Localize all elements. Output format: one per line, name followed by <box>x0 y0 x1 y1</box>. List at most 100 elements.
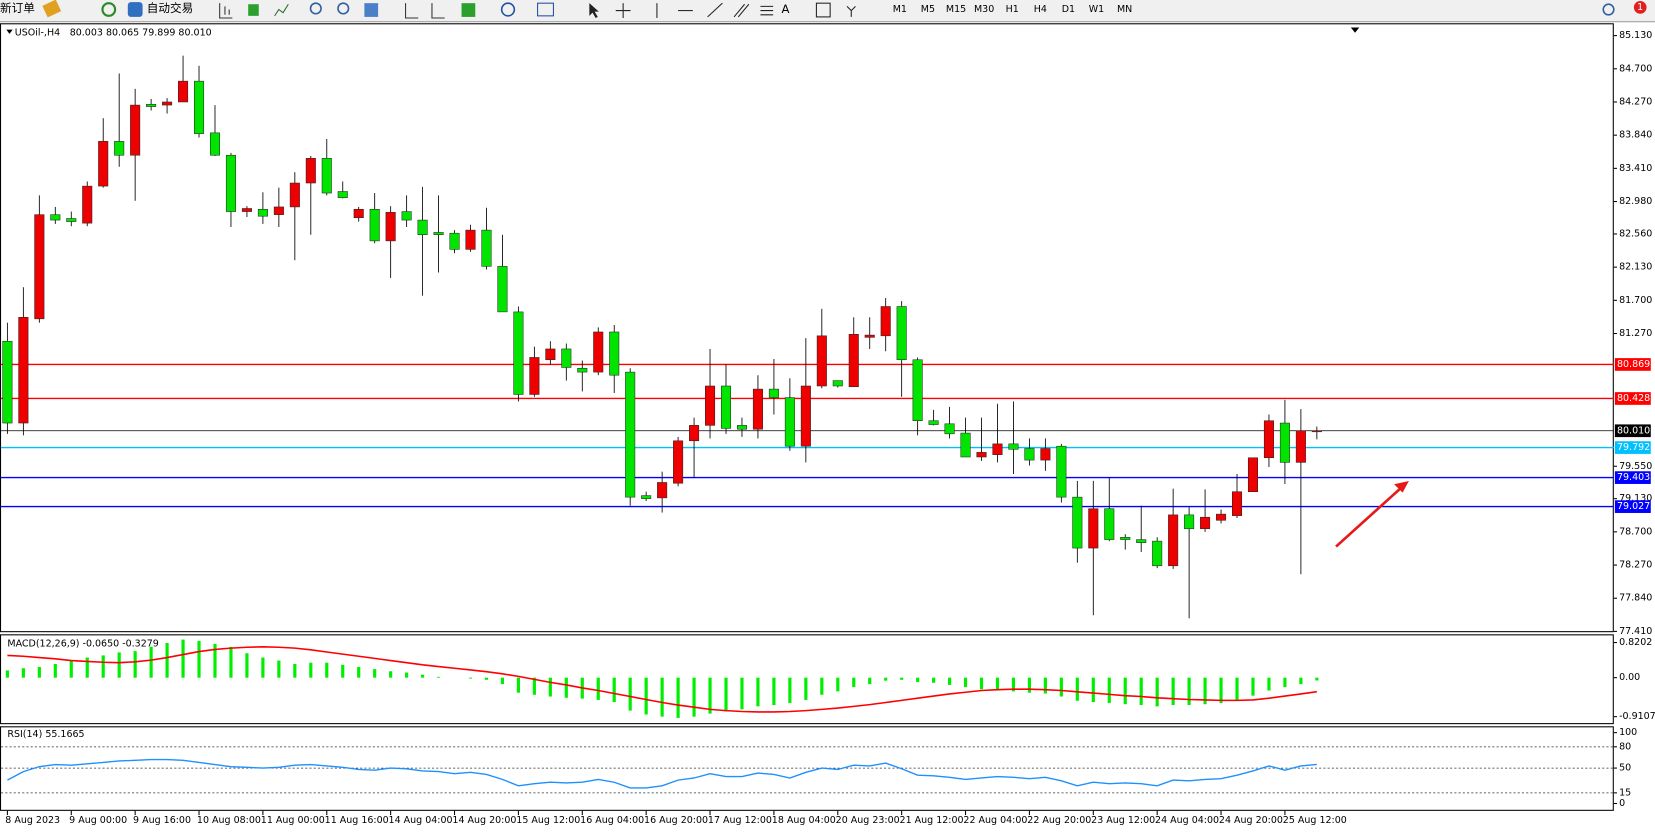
candle-body <box>1056 445 1067 498</box>
candle-body <box>385 212 396 242</box>
candle-body <box>593 331 604 373</box>
timeframe-button[interactable]: M30 <box>974 4 994 15</box>
timeframe-button[interactable]: M1 <box>893 4 907 15</box>
autoscroll-icon[interactable] <box>405 3 419 19</box>
macd-histogram-bar <box>628 677 632 711</box>
shift-icon[interactable] <box>431 3 445 19</box>
fibo-icon[interactable] <box>760 5 774 16</box>
candle-body <box>433 232 444 235</box>
candle-body <box>98 141 109 187</box>
macd-histogram-bar <box>5 670 9 678</box>
macd-histogram-bar <box>133 651 137 678</box>
notification-badge[interactable] <box>1633 1 1647 14</box>
zoom-in-icon[interactable] <box>309 2 322 15</box>
candle-body <box>1247 457 1259 492</box>
macd-histogram-bar <box>1139 677 1143 706</box>
macd-histogram-bar <box>884 677 888 681</box>
x-tick-label: 22 Aug 20:00 <box>1027 815 1091 826</box>
text-tool[interactable]: A <box>782 2 790 16</box>
timeframe-button[interactable]: MN <box>1117 4 1132 15</box>
macd-histogram-bar <box>53 663 57 678</box>
trendline-icon[interactable] <box>707 2 723 18</box>
label-tool[interactable] <box>815 2 831 18</box>
candle-body <box>1040 448 1051 461</box>
x-tick-label: 16 Aug 04:00 <box>580 815 644 826</box>
toolbar-bg <box>0 0 1655 22</box>
history-icon[interactable] <box>42 0 62 18</box>
macd-histogram-bar <box>788 677 792 703</box>
y-tick-label: 81.270 <box>1619 328 1652 339</box>
price-level-tag <box>1614 392 1651 405</box>
zoom-out-icon[interactable] <box>337 2 350 15</box>
y-tick-label: 79.550 <box>1619 461 1652 472</box>
auto-trading-icon[interactable] <box>127 2 143 17</box>
candle-body <box>1216 513 1227 521</box>
candle-body <box>609 331 620 376</box>
macd-histogram-bar <box>1059 677 1063 697</box>
auto-trading-button[interactable]: 自动交易 <box>147 1 193 15</box>
macd-histogram-bar <box>468 677 473 679</box>
shift-marker <box>1350 27 1360 33</box>
macd-histogram-bar <box>868 677 872 685</box>
timeframe-button[interactable]: M5 <box>921 4 935 15</box>
search-icon[interactable] <box>1602 3 1615 16</box>
macd-histogram-bar <box>37 666 41 678</box>
macd-histogram-bar <box>1043 677 1047 694</box>
macd-histogram-bar <box>596 677 600 700</box>
crosshair-icon[interactable] <box>615 3 631 18</box>
macd-histogram-bar <box>740 677 744 710</box>
timeframe-button[interactable]: D1 <box>1062 4 1075 15</box>
candle-body <box>417 219 428 235</box>
candle-body <box>577 367 588 373</box>
y-tick-label: -0.9107 <box>1619 711 1655 722</box>
templates-icon[interactable] <box>537 2 554 17</box>
timeframe-button[interactable]: H1 <box>1006 4 1019 15</box>
candle-body <box>337 191 348 198</box>
candle-body <box>194 80 205 134</box>
macd-histogram-bar <box>932 677 936 683</box>
candle-body <box>1104 508 1115 540</box>
candle-body <box>209 132 221 156</box>
signals-icon[interactable] <box>101 2 117 17</box>
price-level-label: 79.027 <box>1617 501 1650 512</box>
arrows-tool[interactable] <box>846 5 856 17</box>
candle-body <box>289 182 300 208</box>
candle-body <box>864 334 875 338</box>
macd-histogram-bar <box>532 677 536 695</box>
macd-histogram-bar <box>1283 677 1287 688</box>
candle-body <box>832 380 843 387</box>
candle-body <box>1088 508 1099 549</box>
candles-icon[interactable] <box>248 4 259 16</box>
line-chart-icon[interactable] <box>274 3 289 17</box>
candle-body <box>673 440 684 484</box>
candle-body <box>353 208 364 219</box>
periods-icon[interactable] <box>500 2 516 17</box>
y-tick-label: 79.130 <box>1619 493 1652 504</box>
annotation-arrow <box>1335 487 1402 548</box>
y-tick-label: 0.00 <box>1619 672 1640 683</box>
macd-histogram-bar <box>963 677 968 688</box>
macd-histogram-bar <box>772 677 776 706</box>
y-tick-label: 85.130 <box>1619 30 1652 41</box>
candle-body <box>768 388 779 398</box>
indicators-icon[interactable] <box>461 3 476 17</box>
timeframe-button[interactable]: M15 <box>946 4 966 15</box>
candle-body <box>944 423 955 435</box>
channel-icon[interactable] <box>733 3 750 18</box>
new-order-button[interactable]: 新订单 <box>0 1 35 15</box>
tile-icon[interactable] <box>364 3 379 17</box>
candle-body <box>1008 443 1019 450</box>
timeframe-button[interactable]: H4 <box>1034 4 1047 15</box>
candle-body <box>513 311 524 395</box>
bar-chart-icon[interactable] <box>219 3 233 19</box>
candle-body <box>928 420 939 425</box>
timeframe-button[interactable]: W1 <box>1089 4 1104 15</box>
candle-body <box>657 482 668 499</box>
x-tick-label: 22 Aug 04:00 <box>963 815 1027 826</box>
macd-histogram-bar <box>1203 677 1207 705</box>
macd-histogram-bar <box>692 677 696 717</box>
candle-body <box>1231 491 1243 516</box>
price-level-label: 79.792 <box>1617 442 1650 453</box>
cursor-icon[interactable] <box>589 3 599 18</box>
